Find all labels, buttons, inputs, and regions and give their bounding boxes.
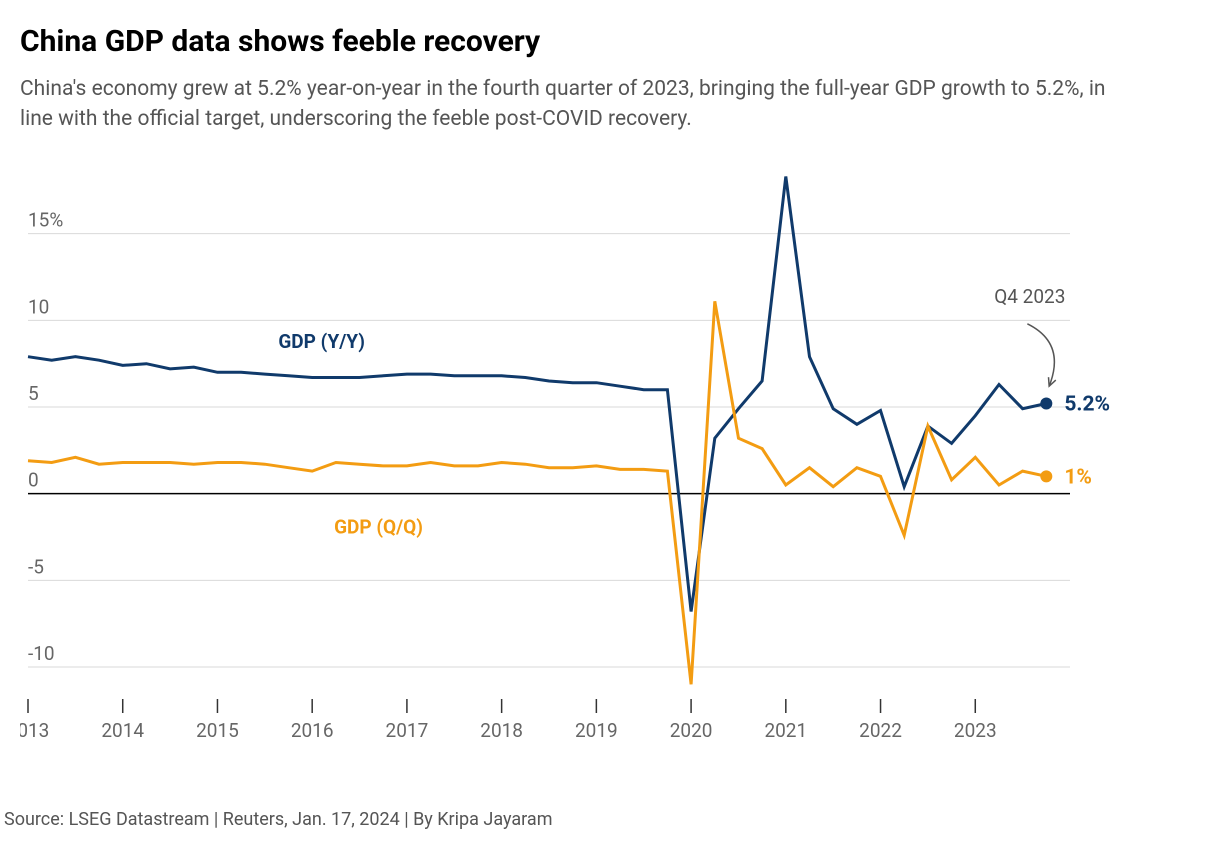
end-label-gdp_qq: 1% (1064, 465, 1092, 489)
series-label-gdp_qq: GDP (Q/Q) (334, 515, 423, 538)
x-axis-label: 2019 (575, 719, 618, 742)
y-axis-label: -5 (28, 555, 44, 578)
y-axis-label: -10 (28, 642, 55, 665)
end-marker-gdp_yy (1040, 397, 1052, 409)
chart-subtitle: China's economy grew at 5.2% year-on-yea… (20, 74, 1140, 135)
annotation-arrow (1027, 324, 1054, 386)
x-axis-label: 2021 (764, 719, 807, 742)
chart-container: China GDP data shows feeble recovery Chi… (0, 0, 1207, 850)
series-label-gdp_yy: GDP (Y/Y) (278, 330, 365, 353)
y-axis-label: 0 (28, 469, 39, 492)
series-line-gdp_yy (28, 176, 1046, 611)
x-axis-label: 2018 (480, 719, 523, 742)
x-axis-label: 2020 (670, 719, 713, 742)
x-axis-label: 2014 (101, 719, 144, 742)
end-label-gdp_yy: 5.2% (1064, 392, 1110, 416)
x-axis-label: 2013 (20, 719, 49, 742)
end-marker-gdp_qq (1040, 470, 1052, 482)
y-axis-label: 5 (28, 382, 39, 405)
x-axis-label: 2023 (954, 719, 997, 742)
chart-plot-area: -10 -5 0 5 10 15% 2013 2014 2015 2016 2017 2018 2019… (20, 163, 1180, 753)
line-chart-svg: -10 -5 0 5 10 15% 2013 2014 2015 2016 2017 2018 2019… (20, 163, 1180, 753)
series-line-gdp_qq (28, 301, 1046, 684)
y-axis-label: 10 (28, 295, 49, 318)
x-axis-label: 2017 (386, 719, 429, 742)
x-axis-label: 2022 (859, 719, 902, 742)
x-axis-label: 2015 (196, 719, 239, 742)
chart-title: China GDP data shows feeble recovery (20, 24, 1187, 60)
y-axis-label: 15% (28, 209, 63, 232)
chart-source: Source: LSEG Datastream | Reuters, Jan. … (4, 809, 553, 830)
x-axis-label: 2016 (291, 719, 334, 742)
annotation-label: Q4 2023 (994, 285, 1065, 308)
